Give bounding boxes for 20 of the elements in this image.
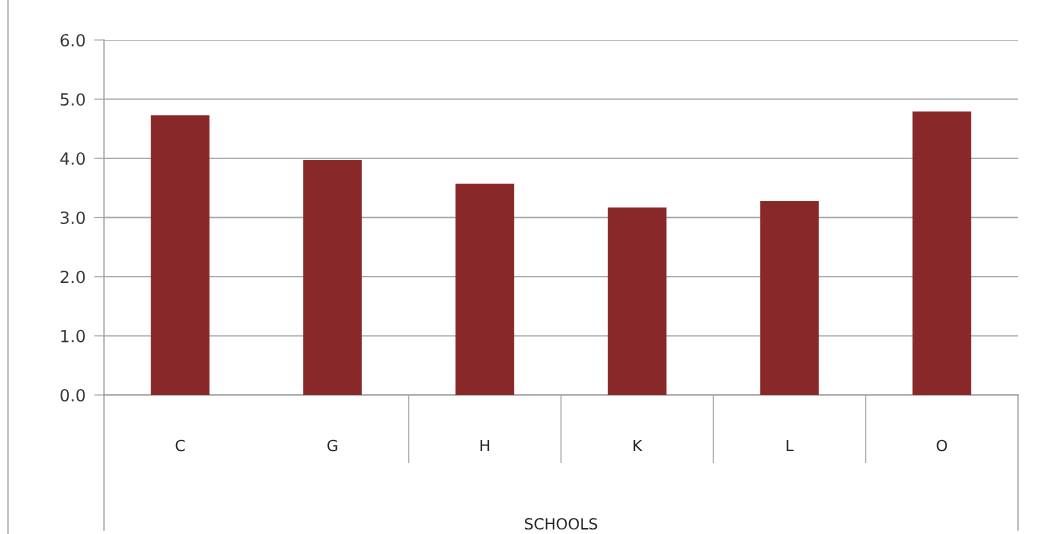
x-tick-label: C (175, 439, 185, 452)
y-tick-label: 2.0 (60, 270, 85, 284)
bar (760, 200, 819, 395)
y-tick-label: 0.0 (60, 388, 85, 402)
y-tick-label: 5.0 (60, 93, 85, 106)
x-tick-label: K (633, 439, 643, 452)
bar (607, 207, 667, 395)
bar (303, 160, 362, 395)
y-tick-label: 4.0 (60, 152, 85, 165)
x-axis-title: SCHOOLS (524, 518, 598, 530)
bar (150, 115, 210, 395)
x-tick-label: G (327, 439, 338, 452)
x-tick-label: L (786, 439, 794, 452)
y-tick-label: 1.0 (61, 329, 85, 343)
y-tick-label: 3.0 (60, 211, 85, 225)
x-tick-label: H (480, 439, 490, 452)
x-tick-label: O (936, 439, 947, 452)
bar (455, 183, 515, 395)
y-tick-label: 6.0 (60, 33, 85, 47)
bar (912, 111, 972, 395)
